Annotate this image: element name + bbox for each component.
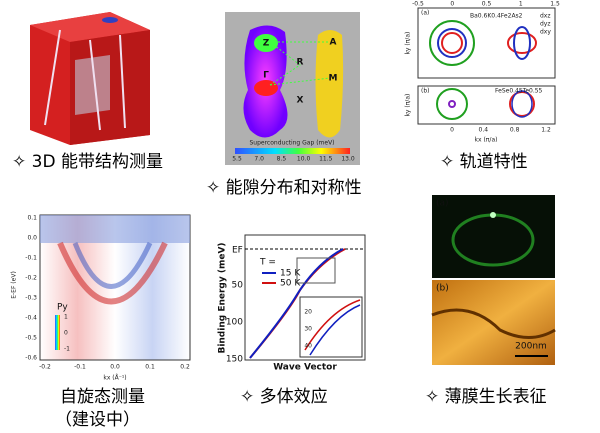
label: -0.6 [25,355,37,362]
label: (b) [436,284,449,294]
label: 50 [232,281,244,291]
film-figure [431,195,556,365]
label: kx (π/a) [475,137,498,144]
spin-figure [39,214,191,361]
label: X [297,96,304,106]
label: -0.2 [25,275,37,282]
label: -0.5 [412,1,424,8]
label: Γ [263,71,269,81]
label: Py [57,303,68,313]
label: 11.5 [319,156,333,163]
label: 0 [450,127,454,134]
label: (a) [436,199,449,209]
label: kx (Å⁻¹) [103,375,126,382]
label: R [297,58,304,68]
label: M [329,74,338,84]
label: 0.4 [479,127,489,134]
label: T = [259,258,276,268]
label: 0.5 [482,1,492,8]
label: -0.3 [25,295,37,302]
label: Wave Vector [273,363,337,373]
label: 200nm [515,342,547,352]
caption: 自旋态测量 [60,387,145,407]
caption: ✧ 3D 能带结构测量 [12,152,163,172]
label: -0.5 [25,335,37,342]
label: 100 [226,318,243,328]
manybody-figure [244,234,366,361]
caption: ✧ 轨道特性 [440,152,528,172]
label: 150 [226,355,243,365]
caption: ✧ 多体效应 [240,387,328,407]
label: 0.1 [145,364,155,371]
label: dxy [540,29,551,36]
label: (a) [421,10,429,17]
label: 1.5 [550,1,560,8]
label: ky (π/a) [405,32,412,55]
label: 50 K [280,279,301,289]
label: -0.4 [25,315,37,322]
orbital-figure [417,7,556,125]
label: EF [232,246,243,256]
gap-figure [225,12,360,165]
label: dyz [540,21,551,28]
label: 13.0 [341,156,355,163]
label: -0.1 [74,364,86,371]
label: -0.2 [39,364,51,371]
label: 0 [64,330,68,337]
label: 1.2 [541,127,551,134]
label: 7.0 [254,156,264,163]
band-cube [30,12,150,145]
caption: ✧ 薄膜生长表征 [425,387,547,407]
label: 0 [450,1,454,8]
label: 5.5 [232,156,242,163]
label: 1 [519,1,523,8]
label: 0.2 [180,364,190,371]
label: 30 [304,326,312,333]
label: Z [263,39,270,49]
label: 20 [304,309,312,316]
label: 10.0 [297,156,311,163]
label: 1 [64,314,68,321]
label: dxz [540,13,551,20]
caption: ✧ 能隙分布和对称性 [206,178,362,198]
label: Ba0.6K0.4Fe2As2 [470,13,523,20]
label: A [330,38,337,48]
label: 0.0 [110,364,120,371]
label: -1 [64,346,70,353]
label: 0.0 [27,235,37,242]
label: Superconducting Gap (meV) [249,140,334,147]
label: ky (π/a) [405,94,412,117]
label: 0.1 [27,215,37,222]
label: Binding Energy (meV) [218,242,228,353]
label: E-EF (eV) [11,271,18,299]
label: -0.1 [25,255,37,262]
label: 8.5 [277,156,287,163]
caption-note: （建设中） [55,410,140,430]
label: 15 K [280,269,301,279]
label: 40 [304,343,312,350]
label: FeSe0.45Te0.55 [495,88,543,95]
label: 0.8 [510,127,520,134]
label: (b) [421,88,430,95]
